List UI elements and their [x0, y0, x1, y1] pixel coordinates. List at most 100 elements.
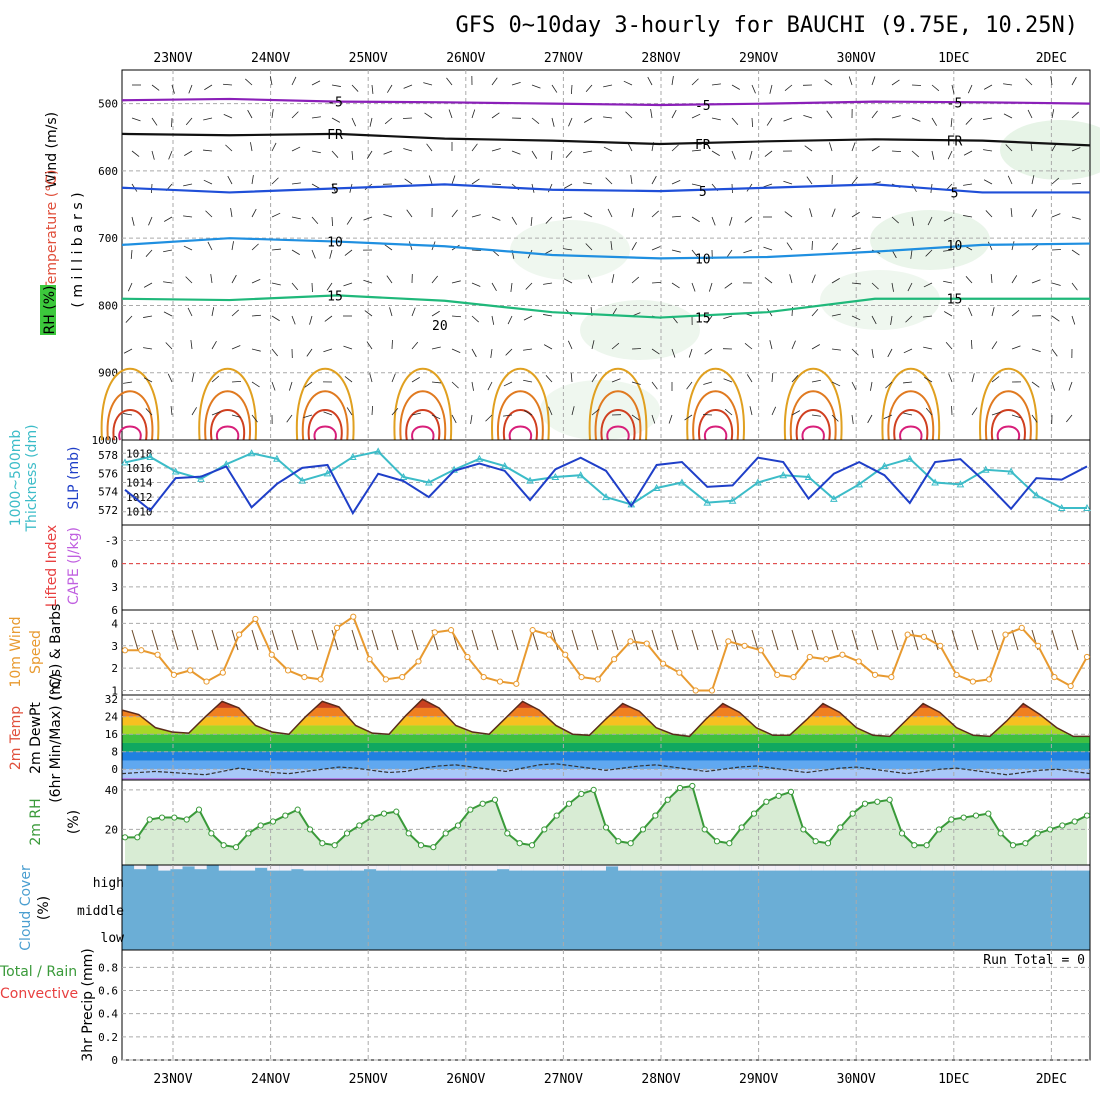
thickness-point — [880, 462, 889, 470]
wind-barb — [968, 307, 973, 317]
wind-barb — [366, 150, 373, 159]
y-tick-label: 1010 — [126, 506, 153, 519]
cloud-high-bar — [775, 865, 788, 871]
wind-barb — [531, 117, 540, 124]
wind-barb — [543, 282, 553, 285]
wind-barb — [671, 179, 681, 185]
wind-barb — [411, 412, 421, 416]
wind-barb — [563, 183, 573, 189]
wind-barb — [303, 414, 313, 419]
label-temp-a: 2m Temp — [8, 706, 24, 770]
wind-barb — [231, 414, 241, 418]
wind-barb — [784, 211, 793, 218]
wind-barb — [204, 84, 213, 91]
wind10-barb — [271, 629, 279, 651]
cloud-high-bar — [509, 865, 522, 871]
wind10-barb — [291, 629, 299, 651]
thickness-point — [905, 454, 914, 462]
wind-barb — [431, 381, 441, 384]
wind-barb — [706, 315, 713, 324]
cloud-high-bar — [908, 865, 921, 871]
warm-contour — [112, 409, 148, 441]
rh2m-point — [417, 842, 425, 849]
warm-contour — [399, 390, 447, 441]
thickness-point — [121, 458, 129, 466]
wind-barb — [870, 381, 873, 391]
wind-barb — [983, 149, 993, 152]
wind-barb — [143, 282, 153, 288]
wind-barb — [291, 76, 297, 86]
wind-barb — [871, 76, 876, 86]
wind-barb — [784, 84, 793, 91]
cloud-high-bar — [1065, 865, 1078, 871]
wind-barb — [471, 249, 482, 252]
temp-band — [122, 716, 1090, 726]
warm-contour — [411, 425, 435, 441]
wind-barb — [684, 414, 693, 421]
wind-barb — [947, 150, 953, 160]
wind10-point — [203, 678, 210, 685]
wind-barb — [187, 307, 193, 317]
wind-barb — [551, 84, 558, 93]
y-tick-label: 20 — [105, 823, 118, 836]
wind10-barb — [711, 629, 719, 651]
chart-title: GFS 0~10day 3-hourly for BAUCHI (9.75E, … — [455, 13, 1078, 38]
wind10-point — [333, 624, 341, 631]
wind-barb — [311, 80, 321, 86]
wind-barb — [231, 309, 239, 317]
isotherm-label: -5 — [327, 96, 343, 111]
wind-barb — [391, 407, 399, 416]
wind-barb — [291, 282, 299, 291]
wind-barb — [185, 117, 193, 126]
wind-barb — [769, 84, 773, 94]
wind-barb — [143, 377, 153, 383]
wind-barb — [831, 208, 836, 218]
isotherm-label: 15 — [947, 293, 963, 308]
isotherm-label: -5 — [695, 99, 711, 114]
rh2m-point — [516, 840, 523, 847]
wind-barb — [188, 84, 193, 94]
wind10-point — [154, 651, 161, 658]
warm-contour — [893, 409, 929, 441]
wind-barb — [603, 146, 613, 152]
thickness-point — [804, 472, 813, 481]
rh2m-point — [504, 830, 511, 837]
wind-barb — [970, 339, 973, 350]
warm-contour — [215, 425, 240, 441]
y-tick-label: 3 — [111, 581, 118, 594]
wind-barb — [491, 148, 501, 152]
rh2m-point — [208, 830, 215, 837]
y-tick-label: 32 — [105, 693, 118, 706]
wind-barb — [247, 109, 253, 119]
rh2m-point — [923, 842, 930, 849]
wind-barb — [123, 348, 133, 354]
y-tick-label: 500 — [98, 98, 118, 111]
wind-barb — [891, 115, 901, 119]
thickness-point — [779, 471, 788, 479]
thickness-point — [652, 483, 661, 491]
cloud-high-bar — [279, 865, 292, 871]
cloud-high-bar — [485, 865, 498, 871]
rh2m-point — [479, 800, 486, 807]
wind-barb — [724, 282, 733, 289]
wind-barb — [203, 149, 213, 152]
thickness-point — [931, 478, 939, 486]
cloud-high-bar — [327, 865, 340, 871]
thickness-point — [551, 472, 560, 481]
wind-barb — [223, 113, 233, 119]
cloud-high-bar — [956, 865, 969, 871]
cloud-high-bar — [848, 865, 861, 871]
wind-barb — [524, 410, 533, 416]
wind-barb — [471, 381, 474, 391]
wind-barb — [231, 345, 241, 350]
wind10-barb — [331, 629, 339, 651]
wind-barb — [550, 150, 553, 161]
cloud-high-bar — [799, 865, 812, 871]
wind-barb — [545, 375, 553, 383]
wind-barb — [923, 315, 933, 318]
wind-barb — [584, 117, 593, 123]
warm-contour — [491, 367, 550, 441]
wind-barb — [271, 348, 278, 357]
